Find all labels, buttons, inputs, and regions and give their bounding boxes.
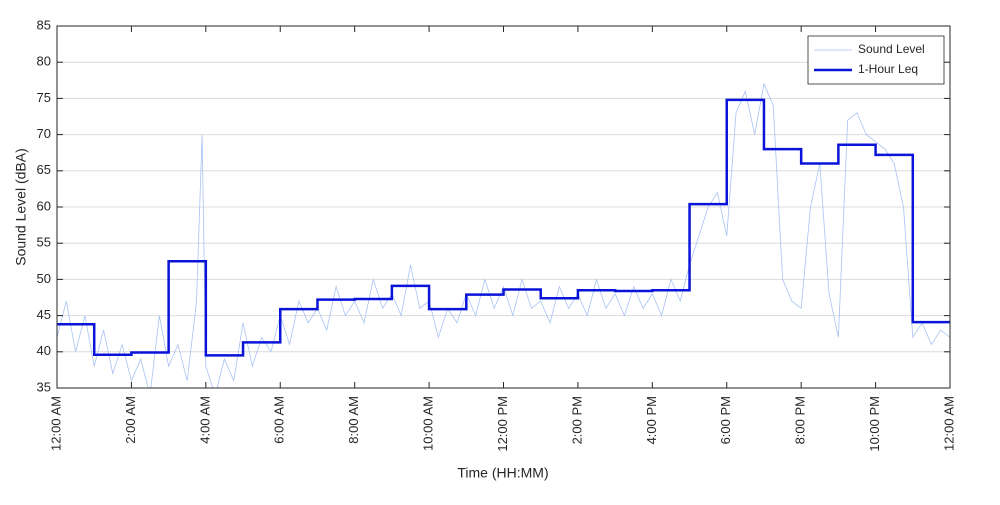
y-tick-label: 60 (37, 198, 51, 213)
x-tick-label: 6:00 PM (718, 396, 733, 444)
x-tick-label: 10:00 PM (867, 396, 882, 452)
x-tick-label: 6:00 AM (272, 396, 287, 444)
x-tick-label: 12:00 AM (941, 396, 956, 451)
x-tick-label: 12:00 PM (495, 396, 510, 452)
y-tick-label: 45 (37, 307, 51, 322)
x-axis-label: Time (HH:MM) (457, 465, 548, 481)
x-tick-label: 2:00 AM (123, 396, 138, 444)
y-axis-label: Sound Level (dBA) (13, 148, 29, 266)
x-tick-label: 10:00 AM (421, 396, 436, 451)
legend-label: Sound Level (858, 42, 925, 56)
legend-box (807, 35, 945, 85)
x-tick-label: 8:00 PM (793, 396, 808, 444)
y-tick-label: 85 (37, 17, 51, 32)
y-tick-label: 40 (37, 343, 51, 358)
x-tick-label: 4:00 AM (197, 396, 212, 444)
y-tick-label: 55 (37, 235, 51, 250)
x-tick-label: 2:00 PM (569, 396, 584, 444)
legend-label: 1-Hour Leq (858, 62, 918, 76)
lines (57, 82, 950, 388)
y-tick-label: 50 (37, 271, 51, 286)
x-tick-label: 8:00 AM (346, 396, 361, 444)
x-tick-label: 4:00 PM (644, 396, 659, 444)
x-tick-label: 12:00 AM (48, 396, 63, 451)
y-tick-label: 35 (37, 379, 51, 394)
legend: Sound Level 1-Hour Leq (807, 35, 945, 85)
series-line (57, 98, 950, 357)
y-tick-label: 80 (37, 54, 51, 69)
y-tick-label: 70 (37, 126, 51, 141)
ticks: 35 40 45 50 55 60 65 70 75 80 85 12:00 AM 2:00 AM 4:0… (37, 17, 957, 451)
series-line (57, 82, 950, 388)
y-tick-label: 75 (37, 90, 51, 105)
y-tick-label: 65 (37, 162, 51, 177)
